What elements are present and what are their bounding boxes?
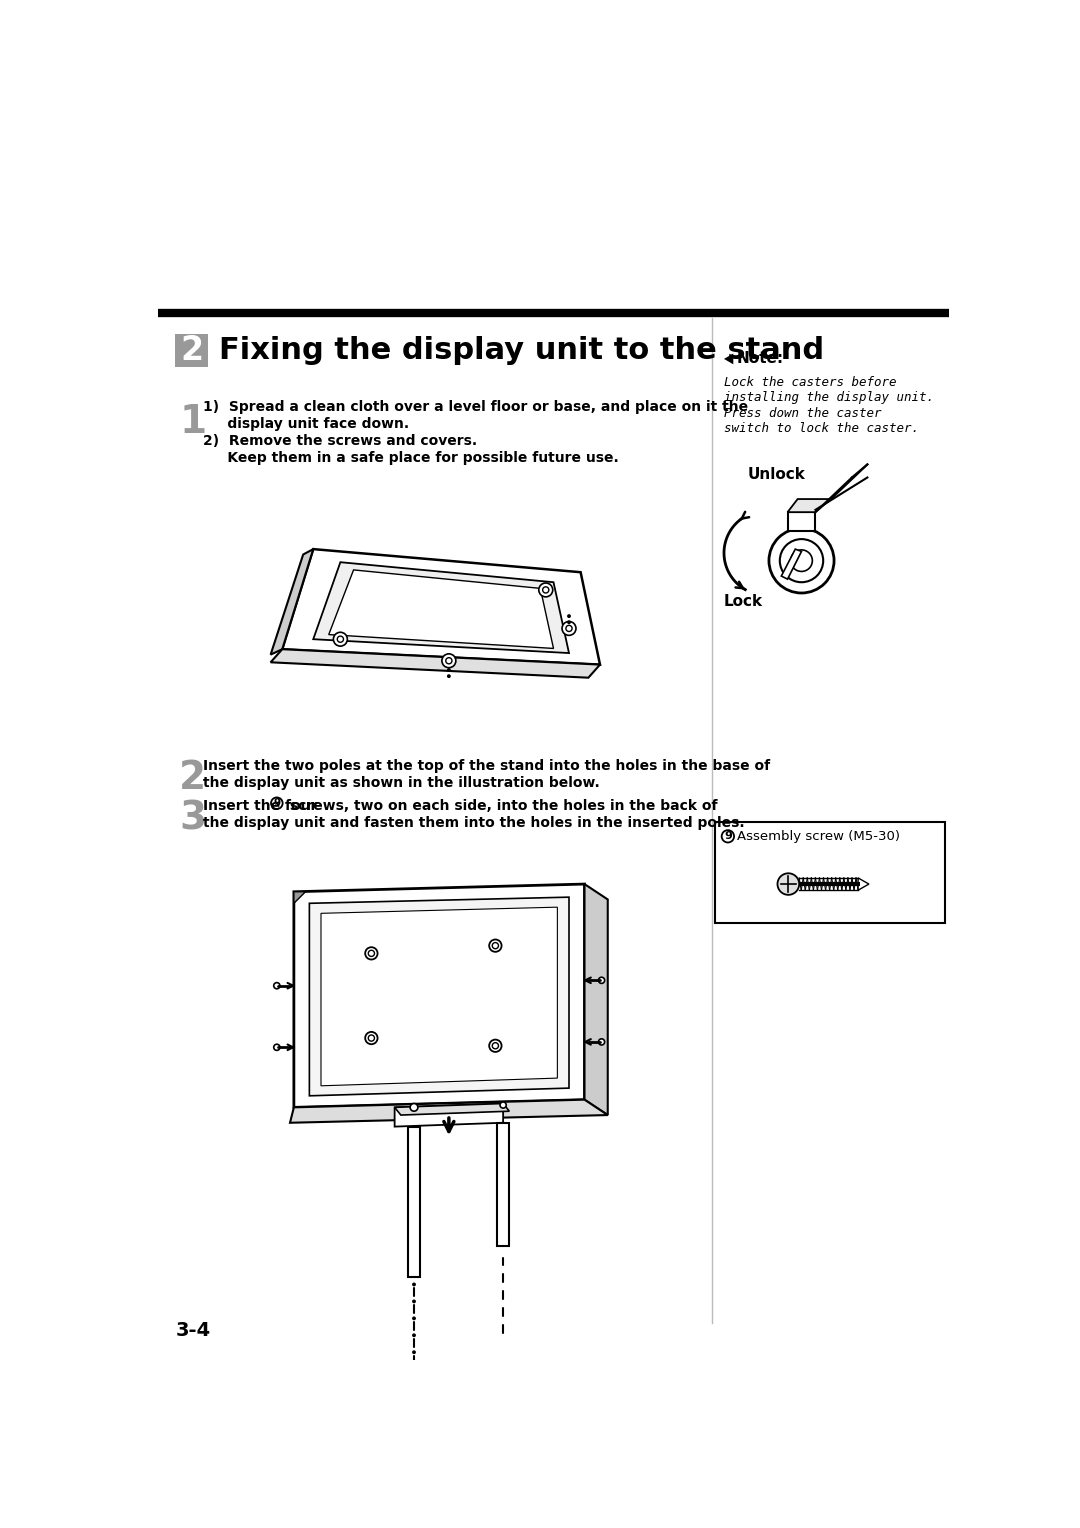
Circle shape [489,1039,501,1051]
Circle shape [721,830,734,842]
Circle shape [562,622,576,636]
Circle shape [413,1282,416,1287]
Circle shape [489,940,501,952]
Text: Keep them in a safe place for possible future use.: Keep them in a safe place for possible f… [203,451,619,466]
Circle shape [566,625,572,631]
Bar [408,1126,420,1277]
Circle shape [413,1299,416,1303]
Polygon shape [724,353,733,364]
Circle shape [492,1042,499,1048]
Text: 1: 1 [179,403,206,440]
Text: 2)  Remove the screws and covers.: 2) Remove the screws and covers. [203,434,477,448]
Bar [497,1123,510,1245]
Circle shape [273,1044,280,1050]
Circle shape [447,668,450,672]
Polygon shape [294,885,584,1108]
Text: 2: 2 [179,759,206,798]
Text: 9: 9 [724,831,732,842]
Polygon shape [394,1103,503,1126]
Polygon shape [787,500,831,512]
Text: the display unit and fasten them into the holes in the inserted poles.: the display unit and fasten them into th… [203,816,745,830]
Circle shape [413,1351,416,1354]
Text: 3: 3 [179,799,206,837]
Polygon shape [271,649,600,678]
Circle shape [365,1031,378,1044]
Text: Note:: Note: [737,351,783,367]
Circle shape [567,614,571,617]
Polygon shape [781,549,801,579]
Text: 3-4: 3-4 [175,1322,211,1340]
Circle shape [410,1103,418,1111]
Polygon shape [328,570,554,648]
Text: Lock: Lock [724,594,764,608]
Text: installing the display unit.: installing the display unit. [724,391,934,405]
Circle shape [778,874,799,895]
Circle shape [368,950,375,957]
Text: Insert the two poles at the top of the stand into the holes in the base of: Insert the two poles at the top of the s… [203,759,770,773]
Text: switch to lock the caster.: switch to lock the caster. [724,422,919,435]
Circle shape [447,674,450,678]
FancyBboxPatch shape [715,822,945,923]
Circle shape [365,947,378,960]
Circle shape [334,633,348,646]
Circle shape [500,1102,507,1108]
Polygon shape [787,512,815,532]
Polygon shape [282,549,600,665]
Polygon shape [584,885,608,1115]
Circle shape [368,1034,375,1041]
Text: 2: 2 [180,335,203,367]
Polygon shape [309,897,569,1096]
Polygon shape [321,908,557,1086]
Circle shape [413,1334,416,1337]
Text: Assembly screw (M5-30): Assembly screw (M5-30) [738,830,900,843]
Text: Press down the caster: Press down the caster [724,406,881,420]
Circle shape [542,587,549,593]
Polygon shape [859,879,869,891]
Circle shape [598,1039,605,1045]
Circle shape [273,983,280,989]
Circle shape [780,539,823,582]
Circle shape [769,529,834,593]
Text: 9: 9 [273,798,281,808]
FancyBboxPatch shape [175,335,207,367]
Text: the display unit as shown in the illustration below.: the display unit as shown in the illustr… [203,776,600,790]
Polygon shape [313,562,569,652]
Circle shape [442,654,456,668]
Text: display unit face down.: display unit face down. [203,417,409,431]
Circle shape [413,1317,416,1320]
Polygon shape [294,892,306,903]
Polygon shape [291,1100,608,1123]
Text: Fixing the display unit to the stand: Fixing the display unit to the stand [218,336,824,365]
Polygon shape [271,549,313,654]
Circle shape [539,584,553,597]
Text: screws, two on each side, into the holes in the back of: screws, two on each side, into the holes… [284,799,717,813]
Circle shape [337,636,343,642]
Circle shape [492,943,499,949]
Circle shape [598,978,605,984]
Text: Lock the casters before: Lock the casters before [724,376,896,388]
Text: Insert the four: Insert the four [203,799,323,813]
Circle shape [446,657,451,663]
Polygon shape [394,1103,510,1115]
Circle shape [271,798,283,808]
Text: Unlock: Unlock [747,466,805,481]
Text: 1)  Spread a clean cloth over a level floor or base, and place on it the: 1) Spread a clean cloth over a level flo… [203,400,748,414]
Circle shape [567,620,571,623]
Circle shape [791,550,812,571]
